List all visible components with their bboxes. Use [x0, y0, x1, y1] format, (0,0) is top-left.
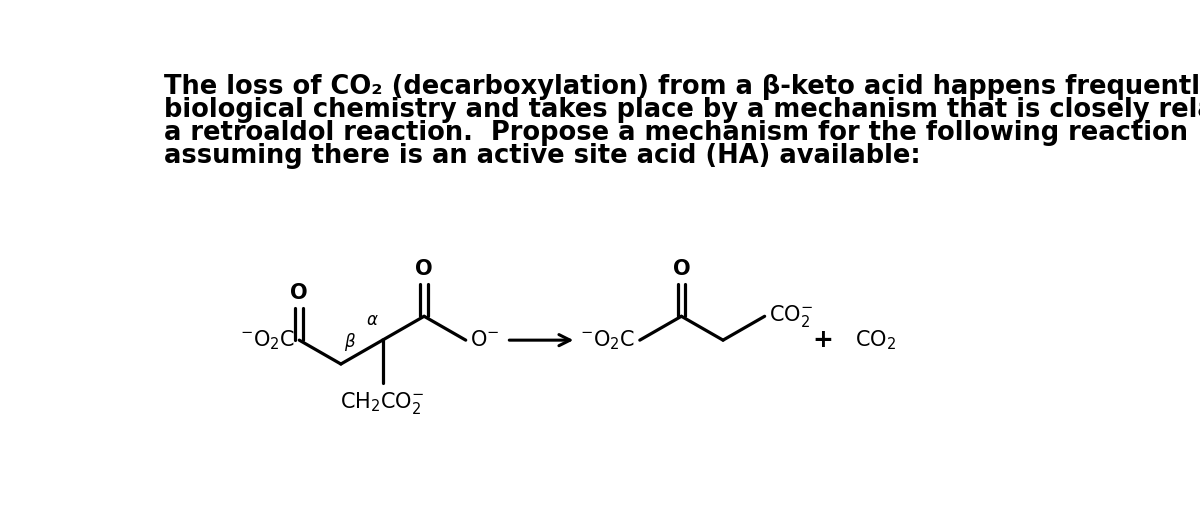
Text: assuming there is an active site acid (HA) available:: assuming there is an active site acid (H…: [164, 143, 920, 169]
Text: CO$_2^{-}$: CO$_2^{-}$: [769, 303, 814, 329]
Text: O: O: [415, 259, 433, 279]
Text: $^{-}$O$_2$C: $^{-}$O$_2$C: [240, 328, 295, 352]
Text: +: +: [812, 328, 833, 352]
Text: O$^{-}$: O$^{-}$: [470, 330, 499, 350]
Text: O: O: [290, 283, 308, 303]
Text: $\alpha$: $\alpha$: [366, 311, 379, 329]
Text: $^{-}$O$_2$C: $^{-}$O$_2$C: [580, 328, 635, 352]
Text: The loss of CO₂ (decarboxylation) from a β-keto acid happens frequently in: The loss of CO₂ (decarboxylation) from a…: [164, 74, 1200, 100]
Text: $\beta$: $\beta$: [344, 331, 356, 353]
Text: biological chemistry and takes place by a mechanism that is closely related to: biological chemistry and takes place by …: [164, 97, 1200, 123]
Text: O: O: [673, 259, 690, 279]
Text: CO$_2$: CO$_2$: [856, 328, 896, 352]
Text: CH$_2$CO$_2^{-}$: CH$_2$CO$_2^{-}$: [341, 390, 425, 416]
Text: a retroaldol reaction.  Propose a mechanism for the following reaction: a retroaldol reaction. Propose a mechani…: [164, 120, 1188, 146]
